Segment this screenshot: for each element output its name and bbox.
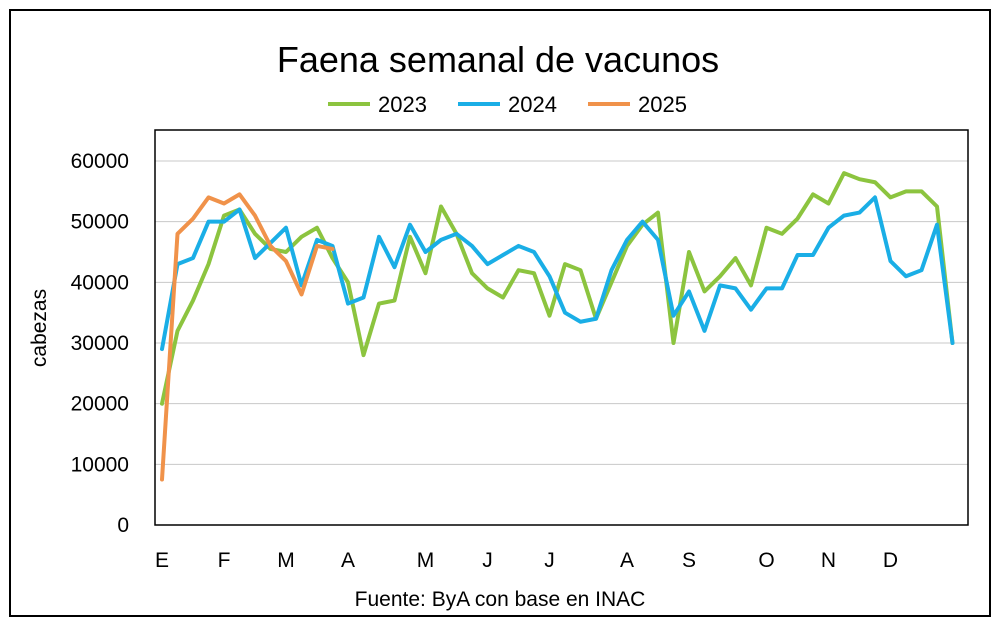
legend-label: 2023 bbox=[378, 92, 427, 117]
x-tick-label: O bbox=[758, 549, 774, 572]
y-tick-label: 40000 bbox=[71, 271, 129, 294]
y-axis-label: cabezas bbox=[28, 289, 51, 367]
y-axis-ticks: 0 10000 20000 30000 40000 50000 60000 bbox=[71, 150, 129, 537]
x-tick-label: J bbox=[544, 549, 555, 572]
x-tick-label: E bbox=[155, 549, 169, 572]
x-tick-label: A bbox=[341, 549, 355, 572]
x-tick-label: D bbox=[883, 549, 898, 572]
x-tick-label: S bbox=[682, 549, 696, 572]
series-line-2024 bbox=[160, 195, 955, 352]
x-tick-label: M bbox=[417, 549, 435, 572]
x-tick-label: F bbox=[218, 549, 231, 572]
y-tick-label: 50000 bbox=[71, 211, 129, 234]
y-tick-label: 0 bbox=[117, 514, 129, 537]
x-tick-label: N bbox=[821, 549, 836, 572]
source-note: Fuente: ByA con base en INAC bbox=[355, 588, 646, 611]
chart-title: Faena semanal de vacunos bbox=[277, 39, 719, 80]
gridlines bbox=[155, 160, 968, 465]
series-line-2025 bbox=[160, 192, 335, 482]
legend-label: 2024 bbox=[508, 92, 557, 117]
plot-area bbox=[154, 129, 969, 526]
x-tick-label: J bbox=[482, 549, 493, 572]
y-tick-label: 60000 bbox=[71, 150, 129, 173]
y-tick-label: 20000 bbox=[71, 393, 129, 416]
legend-label: 2025 bbox=[638, 92, 687, 117]
y-tick-label: 30000 bbox=[71, 332, 129, 355]
x-tick-label: A bbox=[620, 549, 634, 572]
legend: 2023 2024 2025 bbox=[328, 92, 687, 117]
y-tick-label: 10000 bbox=[71, 453, 129, 476]
x-tick-label: M bbox=[277, 549, 295, 572]
series-lines bbox=[160, 171, 955, 482]
